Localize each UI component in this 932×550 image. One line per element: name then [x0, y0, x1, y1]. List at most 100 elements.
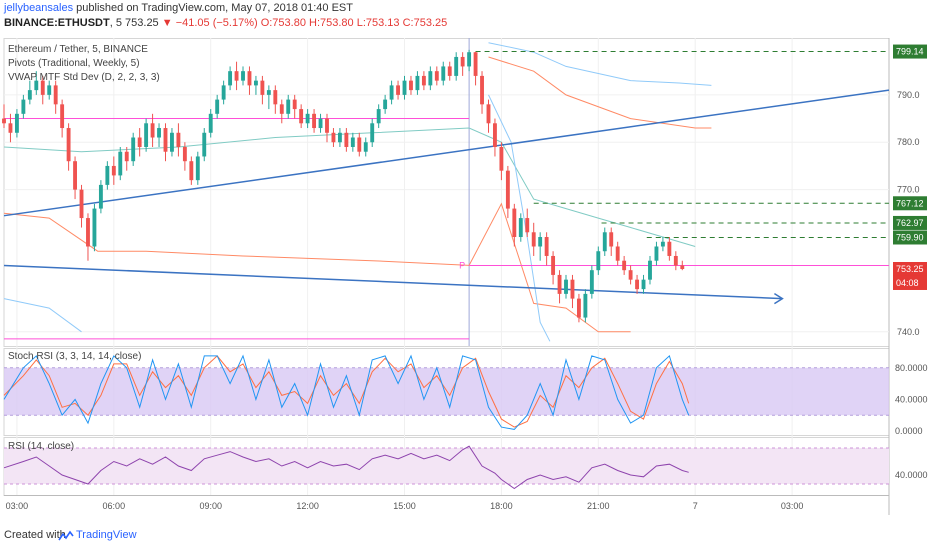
footer: Created with TradingView [0, 522, 932, 550]
time-tick-label: 15:00 [393, 501, 416, 511]
candle-body [615, 246, 620, 261]
candle-body [253, 80, 258, 86]
candle-body [176, 132, 181, 147]
tradingview-link[interactable]: TradingView [76, 529, 137, 541]
legend-stoch: Stoch RSI (3, 3, 14, 14, close) [8, 351, 142, 362]
candle-body [660, 241, 665, 247]
candle-body [583, 293, 588, 318]
candle-body [609, 232, 614, 247]
candle-body [415, 75, 420, 91]
candle-body [505, 170, 510, 209]
candle-body [8, 123, 13, 133]
price-label: 759.90 [896, 232, 924, 242]
price-label-box [893, 215, 927, 230]
candle-body [40, 80, 45, 95]
candle-body [247, 71, 252, 86]
vwap-band-line [3, 202, 631, 333]
time-tick-label: 12:00 [296, 501, 319, 511]
candle-body [234, 71, 239, 81]
vwap-band-line [488, 56, 712, 129]
candle-body [189, 161, 194, 181]
candle-body [118, 151, 123, 176]
interval: , 5 [109, 17, 126, 29]
candle-body [564, 279, 568, 294]
candle-body [208, 113, 213, 133]
candle-body [499, 146, 504, 171]
candle-body [389, 85, 394, 100]
candle-body [447, 66, 452, 76]
candle-body [434, 71, 439, 81]
candle-body [163, 128, 168, 152]
candle-body [667, 241, 672, 256]
symbol: BINANCE:ETHUSDT [4, 17, 110, 29]
legend-pivots: Pivots (Traditional, Weekly, 5) [8, 58, 140, 69]
candle-body [273, 90, 278, 105]
legend-main: Ethereum / Tether, 5, BINANCE [8, 44, 148, 55]
candle-body [221, 85, 226, 100]
candle-body [531, 232, 536, 247]
candle-body [79, 189, 84, 219]
chart-svg[interactable]: P 790.0 780.0 770.0 740.0 799.14 767.12 762.97 7… [0, 38, 932, 522]
candle-body [589, 270, 594, 294]
publish-info: published on TradingView.com, May 07, 20… [73, 2, 353, 14]
price-label: 799.14 [896, 47, 924, 57]
candle-body [518, 218, 523, 238]
chart-area[interactable]: P 790.0 780.0 770.0 740.0 799.14 767.12 762.97 7… [0, 38, 932, 522]
candle-body [53, 85, 58, 105]
candle-body [350, 137, 355, 147]
price-label-box [893, 275, 927, 290]
price-label-box [893, 230, 927, 245]
time-tick-label: 06:00 [103, 501, 126, 511]
rsi-band [4, 448, 889, 484]
tradingview-logo-icon [58, 530, 74, 541]
candle-body [215, 99, 220, 114]
candle-body [557, 274, 562, 294]
candle-body [622, 260, 627, 271]
candle-body [383, 99, 388, 110]
price-label: 753.25 [896, 264, 924, 274]
candle-body [596, 251, 601, 271]
candle-body [98, 184, 103, 209]
candle-body [441, 66, 446, 81]
candle-body [421, 75, 426, 86]
price-tick-label: 780.0 [897, 137, 920, 147]
candle-body [111, 165, 116, 176]
stoch-d-line [3, 355, 690, 428]
candle-body [370, 123, 375, 143]
candle-body [21, 99, 26, 114]
candle-body [66, 128, 71, 162]
candle-body [318, 118, 323, 129]
author-link[interactable]: jellybeansales [4, 2, 74, 14]
arrow-head [774, 292, 784, 305]
price-tick-label: 790.0 [897, 90, 920, 100]
candle-body [628, 270, 633, 280]
candle-body [673, 255, 678, 266]
candle-body [60, 104, 65, 129]
candle-body [641, 279, 646, 290]
candle-body [260, 80, 265, 95]
candle-body [396, 85, 400, 95]
vwap-band-line [3, 298, 82, 333]
candle-body [131, 137, 136, 162]
candle-body [182, 146, 187, 162]
candle-body [363, 142, 368, 152]
candle-body [409, 80, 413, 91]
candle-body [512, 208, 517, 238]
candle-body [551, 255, 556, 275]
candle-body [305, 113, 310, 124]
candle-body [299, 109, 304, 124]
candle-body [73, 161, 77, 190]
candle-body [195, 156, 200, 181]
price-change: ▼ −41.05 (−5.17%) [161, 17, 258, 29]
candle-body [538, 237, 543, 247]
candle-body [170, 132, 174, 152]
candle-body [241, 71, 245, 81]
pivot-marker: P [459, 260, 465, 270]
candle-body [228, 71, 233, 86]
price-label: 767.12 [896, 198, 924, 208]
vwap-band-line [488, 42, 712, 86]
candle-body [402, 80, 407, 95]
candle-body [473, 52, 478, 76]
price-tick-label: 770.0 [897, 185, 920, 195]
candle-body [124, 151, 129, 162]
